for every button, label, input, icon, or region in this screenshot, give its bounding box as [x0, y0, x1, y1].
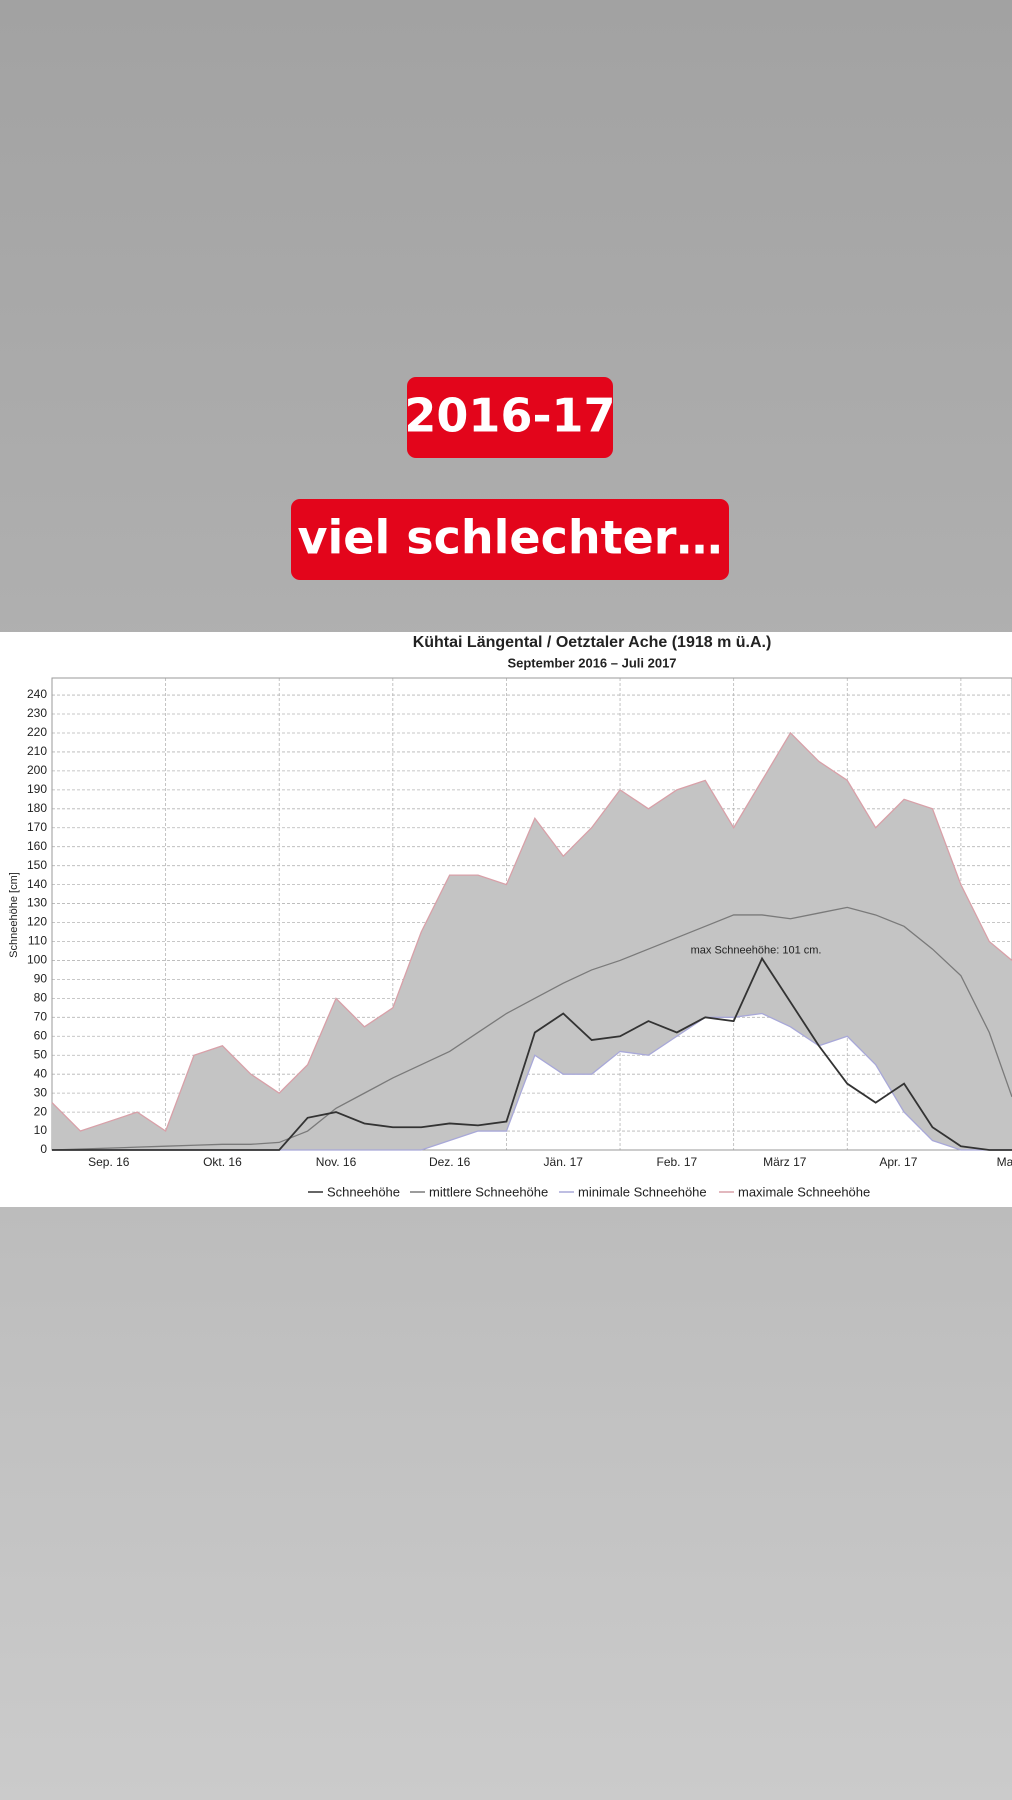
y-tick-label: 220 — [27, 725, 47, 739]
y-tick-label: 200 — [27, 763, 47, 777]
sticker-text: viel schlechter… — [298, 511, 723, 565]
x-tick-label: Sep. 16 — [88, 1155, 130, 1169]
y-tick-label: 170 — [27, 820, 47, 834]
sticker-box — [291, 499, 729, 580]
y-tick-label: 160 — [27, 839, 47, 853]
y-tick-label: 230 — [27, 706, 47, 720]
legend-label: maximale Schneehöhe — [738, 1184, 870, 1199]
range-band — [52, 732, 1012, 1150]
x-tick-label: Apr. 17 — [879, 1155, 917, 1169]
y-tick-label: 150 — [27, 858, 47, 872]
y-tick-label: 10 — [34, 1123, 48, 1137]
y-tick-label: 80 — [34, 991, 48, 1005]
y-tick-label: 130 — [27, 896, 47, 910]
y-tick-label: 0 — [40, 1142, 47, 1156]
y-tick-label: 180 — [27, 801, 47, 815]
legend-label: mittlere Schneehöhe — [429, 1184, 548, 1199]
series-line — [51, 906, 1012, 1151]
annotation: max Schneehöhe: 101 cm. — [691, 944, 822, 956]
y-tick-label: 20 — [34, 1104, 48, 1118]
y-tick-label: 120 — [27, 915, 47, 929]
series-line — [52, 956, 1012, 1151]
y-tick-label: 40 — [34, 1066, 48, 1080]
y-tick-label: 210 — [27, 744, 47, 758]
chart-subtitle: September 2016 – Juli 2017 — [507, 655, 676, 670]
y-tick-label: 50 — [34, 1047, 48, 1061]
y-tick-label: 60 — [34, 1028, 48, 1042]
y-tick-label: 30 — [34, 1085, 48, 1099]
x-tick-label: März 17 — [763, 1155, 807, 1169]
x-tick-label: Nov. 16 — [316, 1155, 357, 1169]
y-tick-label: 240 — [27, 687, 47, 701]
x-tick-label: Mai — [997, 1155, 1012, 1169]
x-tick-label: Jän. 17 — [544, 1155, 584, 1169]
legend-label: Schneehöhe — [327, 1184, 400, 1199]
series-line — [51, 731, 1012, 1133]
x-tick-label: Feb. 17 — [657, 1155, 698, 1169]
y-tick-label: 100 — [27, 953, 47, 967]
plot-frame — [51, 677, 1012, 1151]
sticker-box — [407, 377, 613, 458]
y-tick-label: 90 — [34, 972, 48, 986]
x-tick-label: Dez. 16 — [429, 1155, 471, 1169]
legend-label: minimale Schneehöhe — [578, 1184, 707, 1199]
chart-title: Kühtai Längental / Oetztaler Ache (1918 … — [413, 634, 772, 651]
y-tick-label: 70 — [34, 1009, 48, 1023]
y-axis-label: Schneehöhe [cm] — [8, 872, 20, 958]
x-tick-label: Okt. 16 — [203, 1155, 242, 1169]
y-tick-label: 140 — [27, 877, 47, 891]
sticker-text: 2016-17 — [404, 389, 615, 443]
y-tick-label: 110 — [28, 934, 47, 948]
y-tick-label: 190 — [27, 782, 47, 796]
